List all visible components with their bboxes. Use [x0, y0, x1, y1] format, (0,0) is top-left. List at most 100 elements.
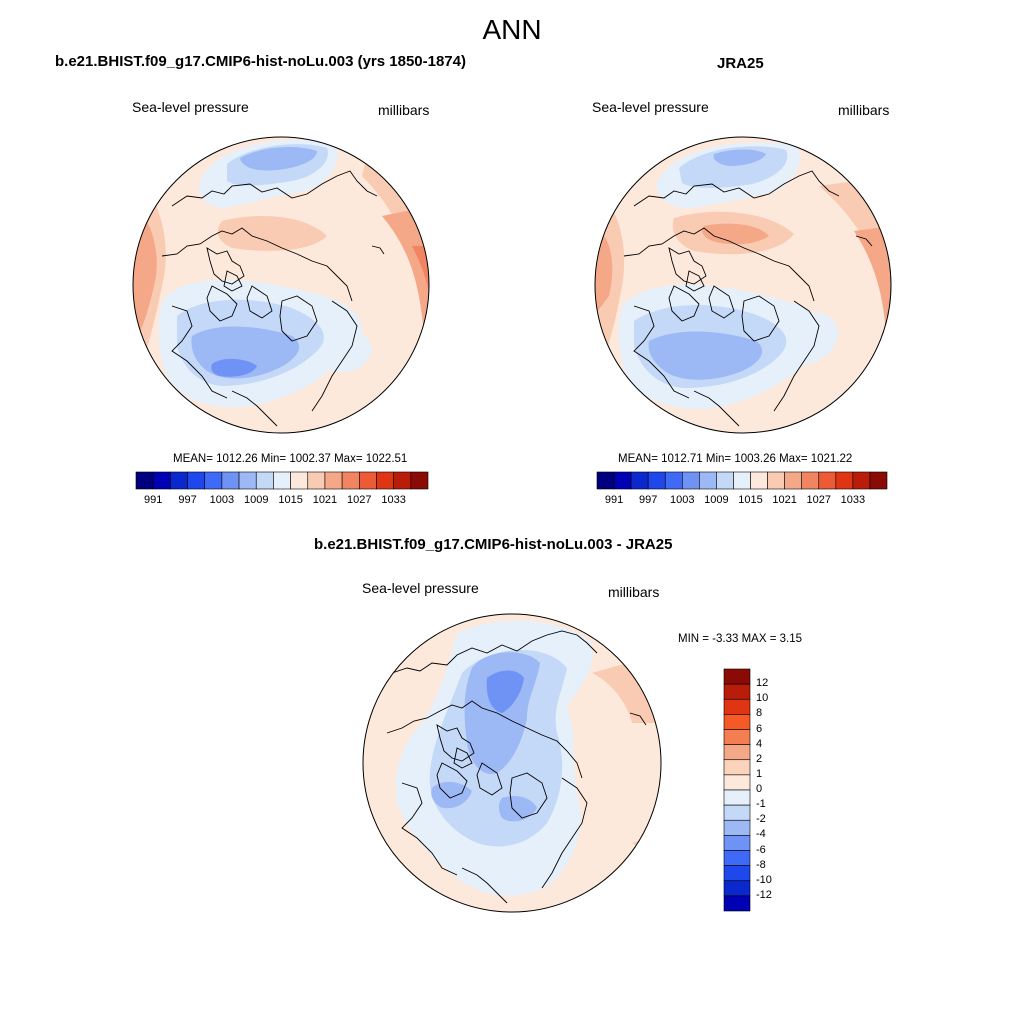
panel1-colorbar-tick-label: 1015 — [278, 494, 303, 506]
panel3-colorbar-swatch — [723, 804, 751, 821]
panel1-colorbar-swatch — [187, 471, 206, 490]
panel2-colorbar-tick-label: 997 — [638, 494, 658, 506]
panel1-colorbar-swatch — [204, 471, 223, 490]
panel2-colorbar-swatch — [767, 471, 785, 490]
panel1-colorbar-swatch — [341, 471, 360, 490]
panel3-colorbar-swatch — [723, 835, 751, 851]
panel1-colorbar-swatch — [376, 471, 394, 490]
panel3-colorbar-tick-label: -12 — [756, 888, 772, 901]
panel2-colorbar-swatch — [699, 471, 717, 490]
panel3-colorbar-tick-label: 8 — [756, 707, 763, 720]
panel1-colorbar-tick-label: 991 — [143, 494, 163, 506]
panel3-field-label: Sea-level pressure — [362, 580, 479, 596]
panel2-units-label: millibars — [838, 102, 890, 118]
panel2-colorbar-swatch — [733, 471, 751, 490]
main-title: ANN — [482, 14, 542, 45]
panel3-colorbar-swatch — [723, 698, 751, 715]
panel1-colorbar-swatch — [393, 471, 412, 490]
panel2-colorbar-swatch — [750, 471, 768, 490]
panel2-colorbar-swatch — [869, 471, 888, 490]
panel2-polar-map — [594, 136, 892, 434]
panel2-colorbar-swatch — [818, 471, 837, 490]
panel3-colorbar — [723, 668, 751, 912]
panel3-colorbar-tick-label: 6 — [756, 722, 763, 735]
panel2-colorbar-swatch — [681, 471, 700, 490]
panel1-colorbar-swatch — [170, 471, 188, 490]
panel3-colorbar-swatch — [723, 880, 751, 897]
panel1-colorbar-swatch — [255, 471, 274, 490]
panel3-colorbar-swatch — [723, 789, 751, 806]
panel1-colorbar-tick-label: 1033 — [381, 494, 406, 506]
panel3-colorbar-tick-label: 12 — [756, 677, 769, 690]
panel1-colorbar-labels: 991 997 1003 1009 1015 1021 1027 1033 — [136, 494, 428, 508]
panel1-colorbar-swatch — [290, 471, 309, 490]
panel1-colorbar-swatch — [273, 471, 291, 490]
panel2-colorbar-tick-label: 1003 — [670, 494, 695, 506]
panel1-colorbar-swatch — [152, 471, 171, 490]
panel3-colorbar-swatch — [723, 744, 751, 761]
panel1-title: b.e21.BHIST.f09_g17.CMIP6-hist-noLu.003 … — [55, 53, 466, 70]
panel2-colorbar-tick-label: 991 — [604, 494, 624, 506]
panel2-colorbar-tick-label: 1033 — [840, 494, 866, 506]
panel3-colorbar-tick-label: -1 — [756, 798, 766, 811]
panel3-colorbar-tick-label: 2 — [756, 752, 763, 765]
panel1-colorbar-swatch — [135, 471, 154, 490]
panel2-colorbar-swatch — [801, 471, 820, 490]
panel3-colorbar-tick-label: 10 — [756, 692, 769, 705]
panel3-colorbar-tick-label: -6 — [756, 843, 766, 856]
panel3-colorbar-tick-label: -2 — [756, 813, 766, 826]
panel2-colorbar-swatch — [835, 471, 854, 490]
panel1-colorbar-swatch — [324, 471, 343, 490]
panel3-colorbar-swatch — [723, 865, 751, 882]
panel3-colorbar-tick-label: 4 — [756, 737, 763, 750]
panel3-colorbar-labels: 12 10 8 6 4 2 1 0 -1 -2 -4 -6 -8 -10 -12 — [756, 669, 796, 911]
panel2-colorbar — [596, 471, 888, 490]
panel3-colorbar-swatch — [723, 668, 751, 685]
panel1-colorbar — [135, 471, 429, 490]
panel3-colorbar-swatch — [723, 774, 751, 791]
panel2-colorbar-swatch — [596, 471, 615, 490]
panel3-title: b.e21.BHIST.f09_g17.CMIP6-hist-noLu.003 … — [314, 536, 673, 553]
panel3-colorbar-swatch — [723, 819, 751, 836]
panel1-colorbar-swatch — [238, 471, 257, 490]
panel2-colorbar-labels: 991 997 1003 1009 1015 1021 1027 1033 — [597, 494, 887, 508]
panel3-polar-map — [362, 613, 662, 913]
panel3-colorbar-swatch — [723, 683, 751, 700]
panel2-colorbar-swatch — [630, 471, 649, 490]
panel2-colorbar-tick-label: 1021 — [772, 494, 797, 506]
panel2-field-label: Sea-level pressure — [592, 99, 709, 115]
panel1-colorbar-swatch — [358, 471, 377, 490]
panel3-colorbar-swatch — [723, 714, 751, 730]
panel1-colorbar-tick-label: 1027 — [347, 494, 372, 506]
panel3-stats: MIN = -3.33 MAX = 3.15 — [678, 633, 803, 645]
panel2-colorbar-tick-label: 1009 — [704, 494, 729, 506]
panel2-colorbar-swatch — [784, 471, 803, 490]
panel3-colorbar-tick-label: 0 — [756, 783, 763, 795]
panel2-colorbar-swatch — [613, 471, 632, 490]
panel2-colorbar-swatch — [664, 471, 683, 490]
panel1-units-label: millibars — [378, 102, 430, 118]
panel3-colorbar-swatch — [723, 759, 751, 776]
panel2-title: JRA25 — [717, 55, 764, 72]
panel3-colorbar-tick-label: -4 — [756, 828, 766, 841]
panel3-colorbar-tick-label: -8 — [756, 858, 766, 871]
panel2-stats: MEAN= 1012.71 Min= 1003.26 Max= 1021.22 — [618, 453, 853, 465]
panel1-colorbar-tick-label: 1003 — [209, 494, 235, 506]
panel1-polar-map — [132, 136, 430, 434]
panel1-colorbar-tick-label: 1021 — [312, 494, 338, 506]
panel3-colorbar-swatch — [723, 729, 751, 745]
panel1-colorbar-swatch — [410, 471, 429, 490]
panel1-colorbar-tick-label: 1009 — [243, 494, 269, 506]
panel3-units-label: millibars — [608, 584, 660, 600]
panel2-colorbar-swatch — [647, 471, 666, 490]
panel3-colorbar-tick-label: -10 — [756, 873, 772, 886]
panel2-colorbar-swatch — [716, 471, 734, 490]
panel1-field-label: Sea-level pressure — [132, 99, 249, 115]
panel3-colorbar-swatch — [723, 850, 751, 866]
panel1-stats: MEAN= 1012.26 Min= 1002.37 Max= 1022.51 — [173, 453, 408, 465]
panel1-colorbar-swatch — [307, 471, 326, 490]
panel1-colorbar-swatch — [221, 471, 240, 490]
panel2-colorbar-tick-label: 1015 — [738, 494, 763, 506]
panel3-colorbar-swatch — [723, 895, 751, 912]
panel2-colorbar-swatch — [852, 471, 871, 490]
